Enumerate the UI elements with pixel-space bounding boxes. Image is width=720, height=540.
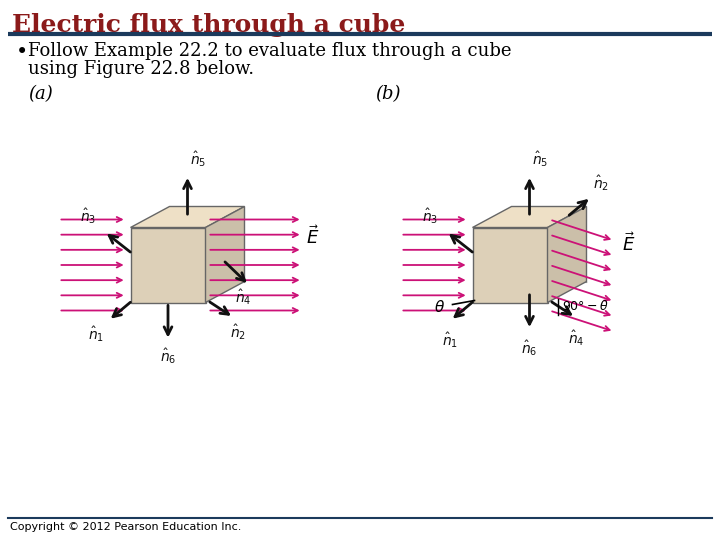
Text: $\hat{n}_3$: $\hat{n}_3$ — [80, 206, 96, 226]
Text: $\hat{n}_3$: $\hat{n}_3$ — [422, 206, 438, 226]
Text: $\hat{n}_4$: $\hat{n}_4$ — [235, 287, 251, 307]
Text: $\hat{n}_5$: $\hat{n}_5$ — [533, 150, 549, 169]
Polygon shape — [472, 206, 587, 227]
Text: (b): (b) — [375, 85, 400, 103]
Text: $\hat{n}_2$: $\hat{n}_2$ — [593, 173, 609, 193]
Text: (a): (a) — [28, 85, 53, 103]
Text: Electric flux through a cube: Electric flux through a cube — [12, 13, 405, 37]
Text: $90° - \theta$: $90° - \theta$ — [562, 300, 609, 314]
Text: $\hat{n}_6$: $\hat{n}_6$ — [160, 347, 176, 366]
Polygon shape — [547, 206, 587, 302]
Text: Copyright © 2012 Pearson Education Inc.: Copyright © 2012 Pearson Education Inc. — [10, 522, 241, 532]
Text: using Figure 22.8 below.: using Figure 22.8 below. — [28, 60, 254, 78]
Text: $\vec{E}$: $\vec{E}$ — [307, 226, 320, 248]
Text: $\hat{n}_4$: $\hat{n}_4$ — [567, 328, 584, 348]
Polygon shape — [205, 206, 245, 302]
Text: $\hat{n}_1$: $\hat{n}_1$ — [442, 330, 459, 350]
Polygon shape — [130, 227, 205, 302]
Text: $\hat{n}_6$: $\hat{n}_6$ — [521, 338, 538, 357]
Text: $\hat{n}_1$: $\hat{n}_1$ — [89, 325, 104, 344]
Polygon shape — [472, 227, 547, 302]
Text: $\vec{E}$: $\vec{E}$ — [622, 232, 636, 255]
Text: $\hat{n}_5$: $\hat{n}_5$ — [191, 150, 207, 169]
Text: Follow Example 22.2 to evaluate flux through a cube: Follow Example 22.2 to evaluate flux thr… — [28, 42, 511, 60]
Text: $\theta$: $\theta$ — [434, 300, 446, 315]
Text: $\hat{n}_2$: $\hat{n}_2$ — [230, 322, 247, 342]
Text: •: • — [16, 42, 28, 62]
Polygon shape — [130, 206, 245, 227]
